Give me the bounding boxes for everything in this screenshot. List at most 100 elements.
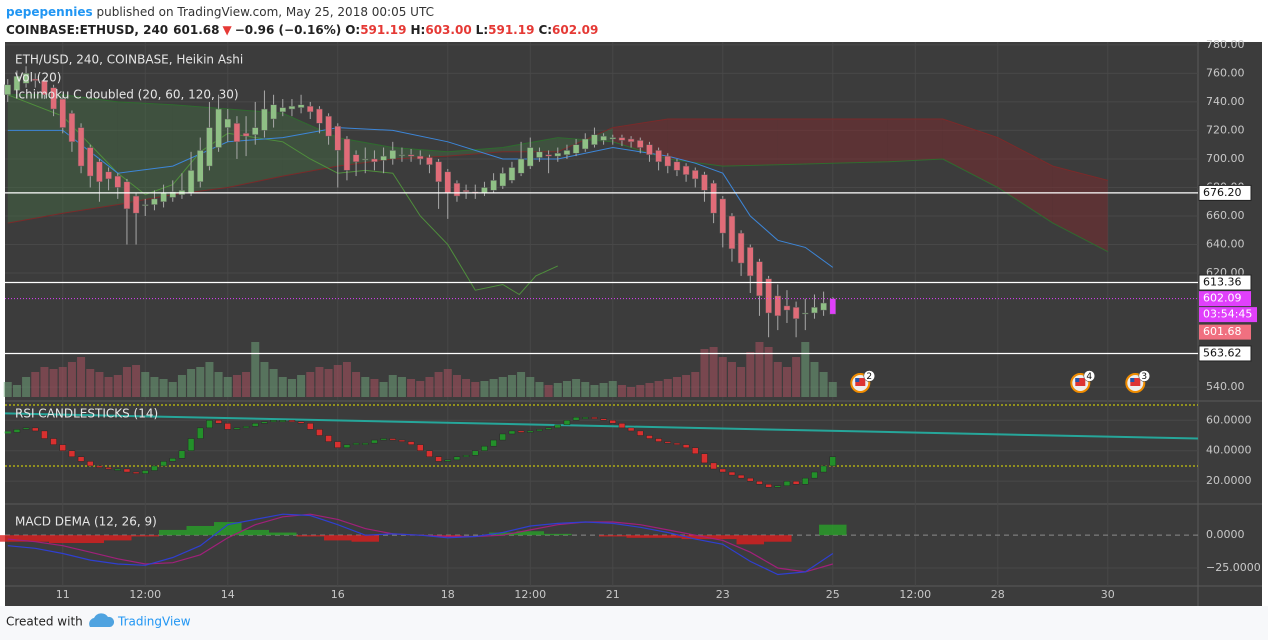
volume-bar bbox=[150, 377, 159, 397]
macd-histogram-bar bbox=[434, 535, 462, 537]
candle-body bbox=[774, 295, 782, 317]
rsi-candle bbox=[508, 430, 516, 435]
rsi-candle bbox=[609, 420, 616, 424]
rsi-candle bbox=[646, 435, 653, 439]
candle-body bbox=[279, 107, 287, 113]
rsi-candle bbox=[527, 430, 534, 433]
volume-bar bbox=[581, 382, 590, 397]
event-flag bbox=[1075, 378, 1086, 386]
macd-histogram-bar bbox=[736, 535, 765, 545]
level-label-bg bbox=[1198, 274, 1252, 291]
rsi-candle bbox=[151, 465, 158, 471]
rsi-candle bbox=[618, 423, 626, 429]
y-tick-label: 0.0000 bbox=[1206, 528, 1245, 541]
rsi-candle bbox=[77, 456, 85, 462]
candle-body bbox=[142, 204, 149, 206]
rsi-candle bbox=[682, 444, 690, 448]
level-label-bg bbox=[1198, 184, 1252, 201]
volume-bar bbox=[782, 367, 791, 397]
candle-body bbox=[187, 170, 195, 194]
cloud-segment bbox=[832, 119, 888, 164]
author[interactable]: pepepennies bbox=[6, 5, 93, 19]
rsi-candle bbox=[96, 465, 103, 468]
volume-bar bbox=[764, 347, 773, 397]
candle-body bbox=[288, 105, 296, 110]
footer-brand[interactable]: TradingView bbox=[117, 615, 191, 629]
volume-bar bbox=[645, 383, 654, 397]
candle-body bbox=[829, 298, 837, 315]
event-count-bg bbox=[1083, 370, 1096, 382]
volume-bar bbox=[599, 383, 608, 397]
candle-body bbox=[792, 307, 800, 319]
volume-bar bbox=[443, 369, 452, 397]
close: 602.09 bbox=[552, 23, 598, 37]
candle-body bbox=[747, 247, 754, 277]
candle-body bbox=[252, 127, 259, 135]
volume-bar bbox=[590, 385, 599, 397]
y-tick-label: 740.00 bbox=[1206, 95, 1245, 108]
candle-body bbox=[627, 138, 635, 143]
countdown-bg bbox=[1199, 307, 1257, 323]
rsi-candle bbox=[352, 442, 360, 445]
rsi-candle bbox=[307, 423, 314, 430]
x-tick-label: 12:00 bbox=[899, 588, 931, 601]
cloud-segment bbox=[722, 119, 778, 167]
rsi-candle bbox=[554, 424, 561, 429]
volume-bar bbox=[223, 377, 232, 397]
candle-body bbox=[618, 137, 626, 141]
y-tick-label: 60.0000 bbox=[1206, 413, 1252, 426]
low: 591.19 bbox=[488, 23, 534, 37]
rsi-candle bbox=[407, 441, 415, 445]
rsi-candle bbox=[215, 420, 222, 424]
y-tick-label: 700.00 bbox=[1206, 152, 1245, 165]
event-count: 2 bbox=[866, 372, 872, 382]
candle-body bbox=[783, 305, 791, 311]
candle-body bbox=[646, 144, 653, 155]
volume-bar bbox=[260, 362, 269, 397]
volume-bar bbox=[297, 375, 306, 397]
rsi-candle bbox=[288, 420, 296, 422]
volume-bar bbox=[755, 342, 764, 397]
volume-bar bbox=[810, 362, 819, 397]
volume-bar bbox=[168, 382, 177, 397]
volume-bar bbox=[95, 372, 104, 397]
rsi-candle bbox=[664, 441, 671, 444]
rsi-candle bbox=[297, 421, 305, 424]
symbol: COINBASE:ETHUSD, 240 bbox=[6, 23, 168, 37]
candle-body bbox=[737, 232, 745, 264]
macd-histogram-bar bbox=[654, 535, 682, 538]
rsi-title: RSI CANDLESTICKS (14) bbox=[15, 407, 158, 421]
candle-body bbox=[600, 135, 607, 141]
candle-body bbox=[22, 73, 30, 84]
candle-body bbox=[563, 150, 571, 155]
volume-bar bbox=[333, 365, 342, 397]
volume-bar bbox=[77, 357, 86, 397]
volume-bar bbox=[388, 375, 397, 397]
rsi-candle bbox=[517, 430, 525, 433]
y-tick-label: 660.00 bbox=[1206, 209, 1245, 222]
chart-bg bbox=[5, 42, 1262, 606]
rsi-candle bbox=[426, 450, 433, 458]
rsi-candle bbox=[710, 462, 717, 470]
price-label: 602.09 bbox=[1203, 292, 1242, 305]
candle-body bbox=[545, 154, 552, 157]
candle-body bbox=[719, 198, 727, 234]
candle-body bbox=[197, 150, 204, 183]
o-label: O: bbox=[345, 23, 360, 37]
candle-body bbox=[68, 113, 76, 143]
volume-bar bbox=[306, 372, 315, 397]
volume-bar bbox=[242, 372, 251, 397]
macd-histogram-bar bbox=[269, 532, 297, 536]
volume-bar bbox=[12, 385, 21, 397]
footer-bg bbox=[0, 606, 1268, 640]
volume-bar bbox=[517, 372, 526, 397]
volume-bar bbox=[361, 377, 370, 397]
candle-body bbox=[517, 158, 525, 174]
rsi-candle bbox=[444, 459, 451, 462]
last: 601.68 bbox=[173, 23, 219, 37]
rsi-candle bbox=[747, 477, 754, 482]
volume-bar bbox=[370, 379, 379, 397]
cloud-segment bbox=[227, 109, 283, 188]
volume-bar bbox=[654, 381, 663, 397]
